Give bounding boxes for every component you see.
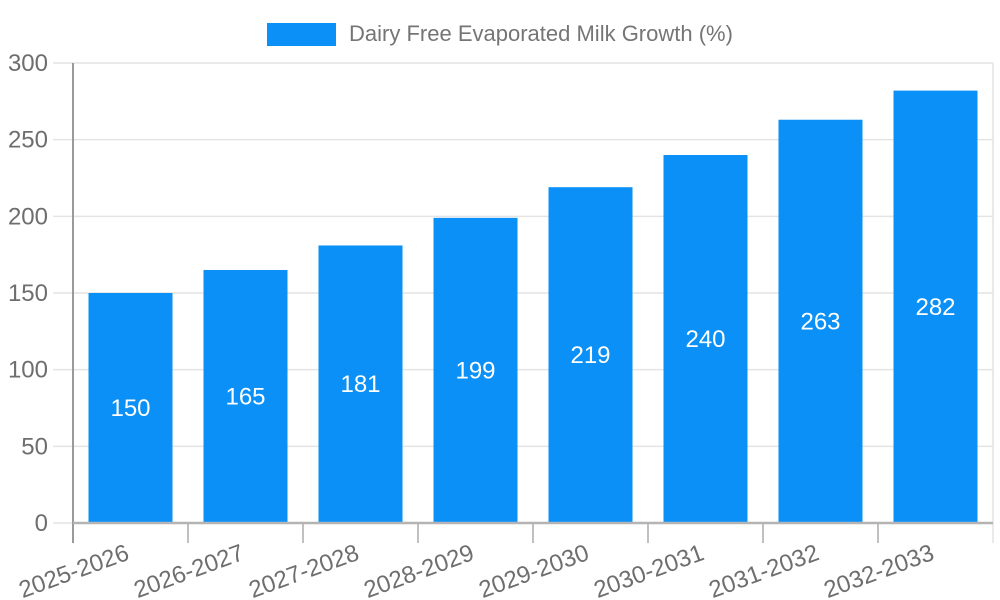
bar[interactable] (778, 119, 863, 523)
bar[interactable] (203, 270, 288, 523)
bar-value-label: 150 (110, 395, 150, 422)
x-tick-label: 2030-2031 (590, 539, 707, 600)
legend[interactable]: Dairy Free Evaporated Milk Growth (%) (0, 21, 1000, 47)
y-tick-label: 100 (8, 357, 48, 384)
bar-value-label: 181 (340, 371, 380, 398)
bar-value-label: 165 (225, 384, 265, 411)
bar-value-label: 219 (570, 342, 610, 369)
y-tick-label: 50 (21, 433, 48, 460)
y-tick-label: 300 (8, 50, 48, 77)
bar-value-label: 199 (455, 357, 495, 384)
bar[interactable] (88, 293, 173, 523)
x-tick-label: 2026-2027 (130, 539, 247, 600)
bar-value-label: 240 (685, 326, 725, 353)
y-tick-label: 250 (8, 127, 48, 154)
bar[interactable] (893, 90, 978, 523)
x-tick-label: 2028-2029 (360, 539, 477, 600)
bar[interactable] (318, 245, 403, 523)
bar-value-label: 282 (915, 294, 955, 321)
bar[interactable] (433, 217, 518, 523)
y-tick-label: 0 (35, 510, 48, 537)
x-tick-label: 2031-2032 (705, 539, 822, 600)
legend-label[interactable]: Dairy Free Evaporated Milk Growth (%) (349, 21, 733, 46)
bar[interactable] (663, 155, 748, 523)
bar-value-label: 263 (800, 308, 840, 335)
legend-swatch[interactable] (267, 22, 337, 46)
x-tick-label: 2029-2030 (475, 539, 592, 600)
x-tick-label: 2025-2026 (15, 539, 132, 600)
y-tick-label: 200 (8, 203, 48, 230)
x-tick-label: 2027-2028 (245, 539, 362, 600)
y-tick-label: 150 (8, 280, 48, 307)
x-tick-label: 2032-2033 (820, 539, 937, 600)
bar[interactable] (548, 187, 633, 523)
